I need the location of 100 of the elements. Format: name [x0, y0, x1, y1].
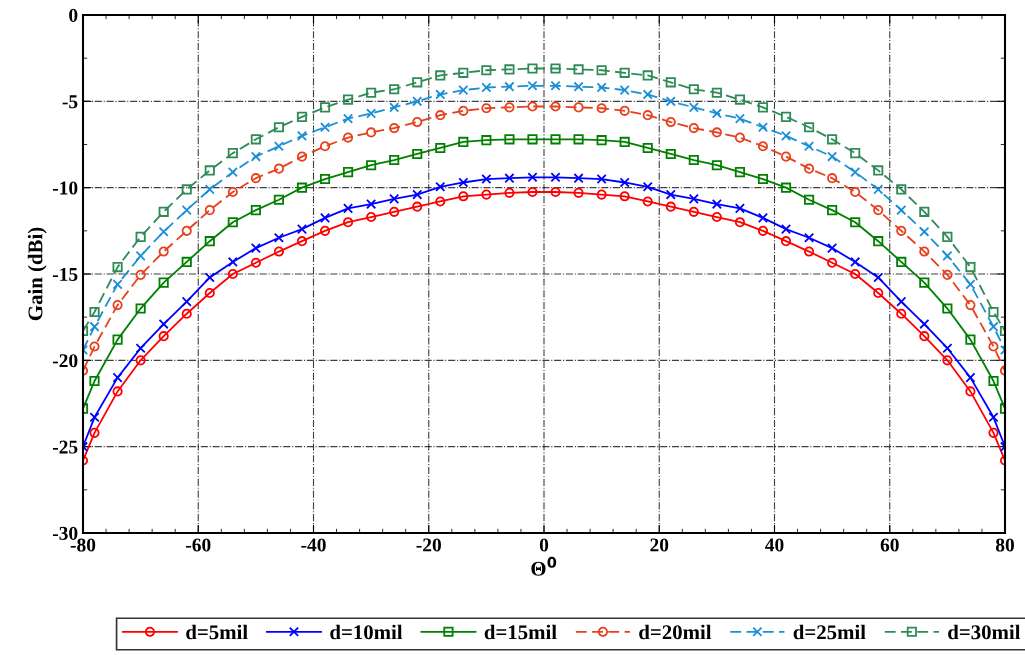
point	[573, 134, 584, 145]
point	[481, 173, 492, 185]
x-tick-label: 40	[765, 538, 784, 552]
point	[112, 300, 123, 311]
point	[319, 212, 331, 223]
point	[181, 256, 192, 267]
point	[158, 206, 169, 217]
point	[619, 67, 630, 78]
y-axis-title: Gain (dBi)	[27, 227, 47, 321]
point	[573, 187, 584, 198]
point	[804, 122, 815, 133]
point	[412, 148, 423, 160]
point	[757, 102, 769, 113]
point	[435, 142, 446, 154]
point	[827, 134, 838, 145]
point	[896, 205, 907, 216]
point	[780, 111, 792, 122]
point	[827, 243, 838, 254]
point	[780, 224, 792, 235]
legend-label: d=20mil	[639, 624, 712, 640]
point	[458, 105, 469, 116]
point	[412, 116, 423, 128]
point	[296, 236, 308, 247]
point	[181, 308, 192, 319]
point	[319, 141, 331, 152]
point	[919, 206, 930, 217]
point	[158, 226, 169, 237]
point	[481, 82, 492, 93]
point	[89, 427, 100, 438]
point	[596, 82, 607, 93]
legend-label: d=25mil	[793, 624, 866, 640]
point	[850, 217, 861, 228]
point	[596, 65, 607, 76]
point	[942, 269, 953, 280]
point	[988, 375, 999, 387]
point	[965, 300, 976, 311]
point	[827, 151, 838, 162]
point	[757, 122, 769, 133]
point	[504, 134, 515, 145]
point	[366, 198, 377, 210]
point	[89, 412, 100, 423]
x-tick-label: -20	[416, 538, 441, 552]
point	[227, 256, 238, 267]
point	[89, 341, 100, 352]
point	[158, 277, 169, 288]
point	[527, 172, 538, 183]
point	[873, 272, 884, 283]
point	[665, 96, 676, 107]
point	[158, 319, 169, 330]
point	[642, 89, 653, 100]
point	[804, 194, 815, 205]
point	[458, 191, 469, 202]
y-tick-label: 0	[69, 8, 78, 22]
point	[204, 184, 215, 195]
point	[573, 173, 584, 184]
point	[481, 189, 492, 200]
point	[942, 303, 953, 314]
point	[896, 296, 907, 307]
point	[550, 101, 561, 112]
point	[804, 141, 815, 152]
point	[250, 257, 261, 268]
point	[965, 279, 976, 290]
point	[319, 173, 331, 185]
point	[89, 321, 100, 332]
point	[527, 134, 538, 145]
point	[227, 268, 238, 280]
point	[688, 154, 699, 166]
point	[181, 225, 192, 236]
point	[688, 193, 699, 204]
point	[319, 122, 331, 133]
point	[389, 102, 400, 113]
point	[711, 108, 722, 119]
point	[896, 225, 907, 236]
point	[273, 246, 284, 257]
point	[550, 134, 561, 145]
point	[481, 135, 492, 146]
point	[965, 372, 976, 383]
point	[527, 186, 538, 198]
point	[112, 262, 123, 273]
point	[250, 243, 261, 254]
point	[135, 231, 146, 242]
point	[227, 186, 238, 198]
point	[711, 198, 722, 210]
point	[227, 148, 238, 159]
point	[458, 136, 469, 147]
point	[896, 184, 907, 195]
legend-label: d=10mil	[330, 624, 403, 640]
x-tick-label: -80	[70, 538, 96, 552]
point	[780, 236, 792, 247]
x-tick-label: 60	[880, 538, 899, 552]
point	[435, 196, 446, 207]
point	[827, 205, 838, 216]
point	[296, 151, 308, 162]
point	[435, 181, 446, 192]
point	[688, 206, 699, 217]
point	[389, 193, 400, 204]
point	[619, 105, 630, 116]
point	[573, 64, 584, 75]
point	[573, 81, 584, 92]
point	[273, 163, 284, 174]
